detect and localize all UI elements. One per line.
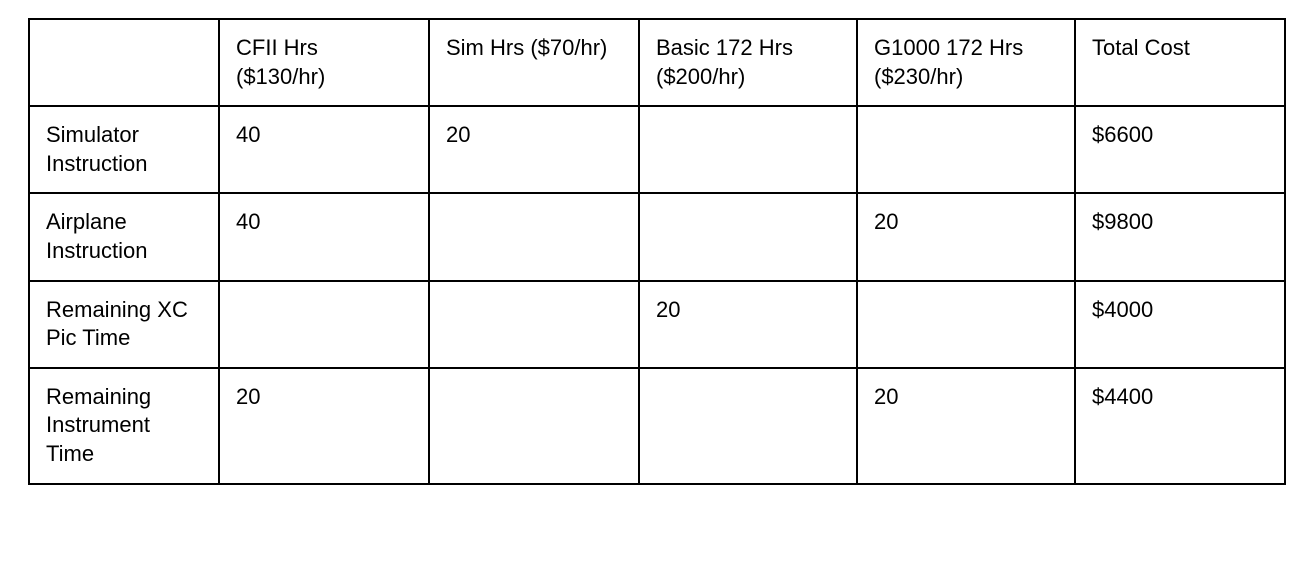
cell-total: $4000 <box>1075 281 1285 368</box>
row-label: Remaining Instrument Time <box>29 368 219 484</box>
col-header-basic172: Basic 172 Hrs ($200/hr) <box>639 19 857 106</box>
cell-total: $4400 <box>1075 368 1285 484</box>
cell-sim: 20 <box>429 106 639 193</box>
flight-training-cost-table: CFII Hrs ($130/hr) Sim Hrs ($70/hr) Basi… <box>28 18 1286 485</box>
cell-total: $9800 <box>1075 193 1285 280</box>
cell-total: $6600 <box>1075 106 1285 193</box>
col-header-blank <box>29 19 219 106</box>
row-label: Airplane Instruction <box>29 193 219 280</box>
cell-g1000: 20 <box>857 368 1075 484</box>
cell-g1000: 20 <box>857 193 1075 280</box>
cell-cfii: 40 <box>219 193 429 280</box>
col-header-g1000: G1000 172 Hrs ($230/hr) <box>857 19 1075 106</box>
row-label: Remaining XC Pic Time <box>29 281 219 368</box>
row-label: Simulator Instruction <box>29 106 219 193</box>
cell-basic172 <box>639 106 857 193</box>
cell-sim <box>429 281 639 368</box>
cell-g1000 <box>857 106 1075 193</box>
cell-sim <box>429 368 639 484</box>
cell-cfii: 40 <box>219 106 429 193</box>
table-row: Remaining XC Pic Time 20 $4000 <box>29 281 1285 368</box>
cell-cfii: 20 <box>219 368 429 484</box>
cell-basic172 <box>639 368 857 484</box>
col-header-cfii: CFII Hrs ($130/hr) <box>219 19 429 106</box>
table-row: Simulator Instruction 40 20 $6600 <box>29 106 1285 193</box>
col-header-total: Total Cost <box>1075 19 1285 106</box>
cell-cfii <box>219 281 429 368</box>
table-header-row: CFII Hrs ($130/hr) Sim Hrs ($70/hr) Basi… <box>29 19 1285 106</box>
cell-basic172 <box>639 193 857 280</box>
table-row: Remaining Instrument Time 20 20 $4400 <box>29 368 1285 484</box>
cell-sim <box>429 193 639 280</box>
col-header-sim: Sim Hrs ($70/hr) <box>429 19 639 106</box>
cell-basic172: 20 <box>639 281 857 368</box>
table-row: Airplane Instruction 40 20 $9800 <box>29 193 1285 280</box>
cell-g1000 <box>857 281 1075 368</box>
